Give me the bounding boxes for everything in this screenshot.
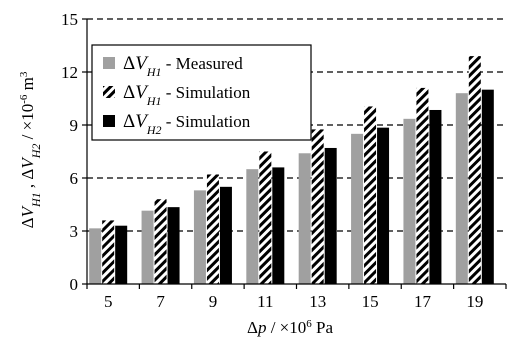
axes xyxy=(82,18,507,289)
x-axis-title: Δp / ×106 Pa xyxy=(247,318,333,337)
bar-3-13 xyxy=(324,147,337,284)
bar-2-17 xyxy=(416,87,429,285)
bar-3-17 xyxy=(429,109,442,284)
x-tick-label: 19 xyxy=(466,292,483,311)
bar-2-7 xyxy=(154,199,167,284)
x-tick-label: 9 xyxy=(209,292,218,311)
tick-labels: 0 3 6 9 12 15 5 7 9 11 13 15 17 19 xyxy=(61,10,483,311)
y-tick-label: 9 xyxy=(70,116,79,135)
legend-swatch xyxy=(103,115,115,127)
bar-2-13 xyxy=(311,129,324,284)
legend-label: ΔVH2 - Simulation xyxy=(123,111,251,137)
legend-box xyxy=(91,44,312,141)
x-tick-label: 7 xyxy=(156,292,165,311)
bar-3-11 xyxy=(272,167,285,284)
legend-label: ΔVH1 - Simulation xyxy=(123,82,251,108)
axis-titles: Δp / ×106 Pa ΔVH1 , ΔVH2 / ×10-6 m3 xyxy=(18,71,333,337)
bar-1-13 xyxy=(298,153,311,284)
bar-2-19 xyxy=(468,56,481,284)
y-axis-title: ΔVH1 , ΔVH2 / ×10-6 m3 xyxy=(18,71,43,228)
x-tick-label: 11 xyxy=(257,292,273,311)
y-tick-label: 3 xyxy=(70,222,79,241)
bar-2-15 xyxy=(364,106,377,284)
bars xyxy=(89,56,494,285)
bar-1-7 xyxy=(141,210,154,284)
y-tick-label: 0 xyxy=(70,275,79,294)
bar-3-9 xyxy=(219,186,232,284)
bar-1-9 xyxy=(193,190,206,284)
bar-2-9 xyxy=(206,174,219,284)
bar-1-15 xyxy=(351,133,364,284)
x-tick-label: 13 xyxy=(309,292,326,311)
bar-1-11 xyxy=(246,169,259,284)
y-tick-label: 12 xyxy=(61,63,78,82)
bar-1-5 xyxy=(89,228,102,284)
x-tick-label: 15 xyxy=(362,292,379,311)
x-tick-label: 5 xyxy=(104,292,113,311)
legend-label: ΔVH1 - Measured xyxy=(123,53,243,79)
bar-1-19 xyxy=(455,93,468,284)
legend: ΔVH1 - Measured ΔVH1 - Simulation ΔVH2 - S… xyxy=(91,44,312,141)
legend-swatch xyxy=(103,86,115,98)
legend-swatch xyxy=(103,57,115,69)
bar-2-5 xyxy=(102,220,115,284)
y-tick-label: 6 xyxy=(70,169,79,188)
bar-3-19 xyxy=(481,89,494,285)
bar-3-15 xyxy=(377,127,390,285)
bar-3-7 xyxy=(167,207,180,284)
bar-1-17 xyxy=(403,118,416,284)
bar-3-5 xyxy=(115,225,128,284)
y-tick-label: 15 xyxy=(61,10,78,29)
x-tick-label: 17 xyxy=(414,292,432,311)
bar-2-11 xyxy=(259,151,272,284)
